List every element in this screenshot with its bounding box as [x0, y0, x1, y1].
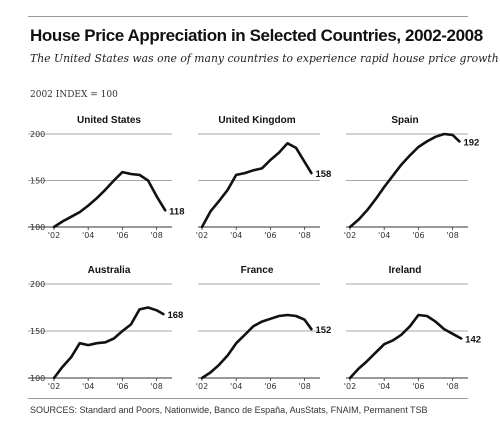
series-line-spain: [348, 132, 461, 229]
y-tick-label: 150: [30, 327, 45, 336]
top-rule: [28, 16, 468, 17]
x-tick-label: '06: [264, 231, 276, 240]
panel-united-kingdom: '02 '04 '06 '08 United Kingdom 158: [196, 115, 332, 240]
panel-ireland: '02 '04 '06 '08 Ireland 142: [344, 265, 481, 391]
end-value-label: 158: [315, 169, 331, 180]
y-tick-label: 200: [30, 280, 45, 289]
x-tick-label: '02: [196, 231, 208, 240]
panel-spain: '02 '04 '06 '08 Spain 192: [344, 115, 480, 240]
panel-title: Spain: [391, 115, 418, 126]
series-line-united-states: [52, 170, 167, 229]
index-note: 2002 INDEX = 100: [30, 90, 118, 100]
chart-title: House Price Appreciation in Selected Cou…: [30, 26, 483, 45]
x-tick-label: '04: [82, 231, 94, 240]
bottom-rule: [28, 398, 468, 399]
end-value-label: 118: [169, 206, 184, 217]
x-tick-label: '08: [150, 231, 162, 240]
x-tick-label: '06: [116, 382, 128, 391]
series-line-ireland: [348, 313, 463, 380]
end-value-label: 168: [167, 310, 183, 321]
x-tick-label: '08: [446, 382, 458, 391]
x-tick-label: '04: [230, 382, 242, 391]
panel-title: United States: [77, 115, 141, 126]
x-tick-label: '02: [344, 382, 356, 391]
sources-note: SOURCES: Standard and Poors, Nationwide,…: [30, 405, 428, 415]
y-tick-label: 150: [30, 177, 45, 186]
x-tick-label: '02: [196, 382, 208, 391]
x-tick-label: '02: [48, 382, 60, 391]
panel-title: Ireland: [389, 265, 422, 276]
x-tick-label: '06: [116, 231, 128, 240]
series-line-united-kingdom: [200, 142, 313, 229]
x-tick-label: '04: [230, 231, 242, 240]
panel-united-states: 100 150 200 '02 '04 '06 '08 United States 118: [28, 115, 184, 240]
x-tick-label: '08: [298, 231, 310, 240]
x-tick-label: '04: [378, 231, 390, 240]
x-tick-label: '08: [446, 231, 458, 240]
series-line-france: [200, 313, 313, 380]
x-tick-label: '04: [82, 382, 94, 391]
x-tick-label: '02: [344, 231, 356, 240]
x-tick-label: '08: [298, 382, 310, 391]
end-value-label: 152: [315, 325, 331, 336]
x-tick-label: '02: [48, 231, 60, 240]
x-tick-label: '06: [412, 231, 424, 240]
end-value-label: 142: [465, 335, 481, 346]
x-tick-label: '04: [378, 382, 390, 391]
series-line-australia: [52, 306, 165, 380]
x-tick-label: '06: [412, 382, 424, 391]
y-tick-label: 100: [30, 223, 45, 232]
end-value-label: 192: [463, 137, 479, 148]
x-tick-label: '06: [264, 382, 276, 391]
panel-title: Australia: [88, 265, 131, 276]
chart-subtitle: The United States was one of many countr…: [30, 52, 499, 65]
panel-title: France: [241, 265, 274, 276]
y-tick-label: 200: [30, 130, 45, 139]
panel-australia: 100 150 200 '02 '04 '06 '08 Australia 168: [28, 265, 183, 391]
panel-title: United Kingdom: [218, 115, 295, 126]
panel-france: '02 '04 '06 '08 France 152: [196, 265, 332, 391]
y-tick-label: 100: [30, 374, 45, 383]
x-tick-label: '08: [150, 382, 162, 391]
